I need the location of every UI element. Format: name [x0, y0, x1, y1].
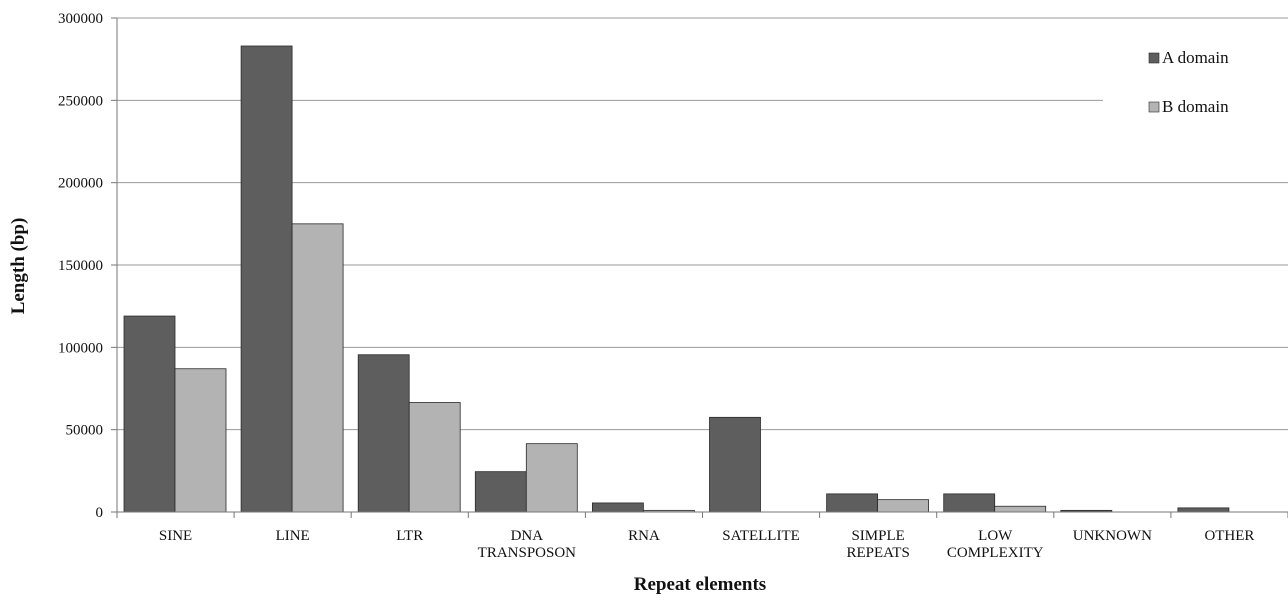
bar-a-domain	[1177, 507, 1230, 513]
y-axis-title: Length (bp)	[8, 218, 29, 315]
y-tick-label: 150000	[58, 258, 103, 274]
x-tick-label: LINE	[276, 528, 310, 544]
x-tick-label: RNA	[628, 528, 660, 544]
y-tick-label: 200000	[58, 176, 103, 192]
bar-a-domain	[943, 493, 996, 513]
bar-a-domain	[592, 502, 644, 513]
y-tick-labels: 0 50000 100000 150000 200000 250000 300000	[58, 11, 103, 521]
bar-b-domain	[877, 499, 929, 513]
y-tick-label: 50000	[66, 423, 104, 439]
legend: A domain B domain	[1148, 48, 1229, 116]
y-tick-label: 300000	[58, 11, 103, 27]
axes	[111, 17, 1288, 518]
bar-b-domain	[291, 223, 344, 513]
bar-b-domain	[174, 368, 227, 513]
bar-a-domain	[357, 354, 410, 513]
bar-b-domain	[408, 402, 461, 513]
x-tick-label: LTR	[396, 528, 423, 544]
bars	[123, 45, 1230, 513]
x-tick-label: UNKNOWN	[1073, 528, 1152, 544]
bar-a-domain	[826, 493, 878, 513]
y-tick-label: 0	[96, 505, 104, 521]
x-tick-label: OTHER	[1204, 528, 1254, 544]
x-tick-labels: SINE LINE LTR DNA TRANSPOSON RNA SATELLITE SIMP…	[159, 528, 1255, 561]
legend-swatch	[1148, 101, 1160, 113]
bar-a-domain	[240, 45, 293, 513]
y-tick-label: 250000	[58, 93, 103, 109]
x-axis-title: Repeat elements	[634, 574, 766, 595]
bar-b-domain	[994, 505, 1047, 513]
x-tick-label: LOW COMPLEXITY	[947, 528, 1044, 561]
legend-label: B domain	[1162, 97, 1229, 116]
bar-a-domain	[123, 315, 176, 513]
bar-a-domain	[474, 471, 527, 513]
legend-label: A domain	[1162, 48, 1229, 67]
x-tick-label: SATELLITE	[722, 528, 799, 544]
legend-swatch	[1148, 52, 1160, 64]
bar-b-domain	[525, 443, 578, 513]
y-tick-label: 100000	[58, 340, 103, 356]
bar-a-domain	[709, 416, 761, 513]
x-tick-label: SINE	[159, 528, 192, 544]
x-tick-label: SIMPLE REPEATS	[846, 528, 909, 561]
x-tick-label: DNA TRANSPOSON	[478, 528, 577, 561]
